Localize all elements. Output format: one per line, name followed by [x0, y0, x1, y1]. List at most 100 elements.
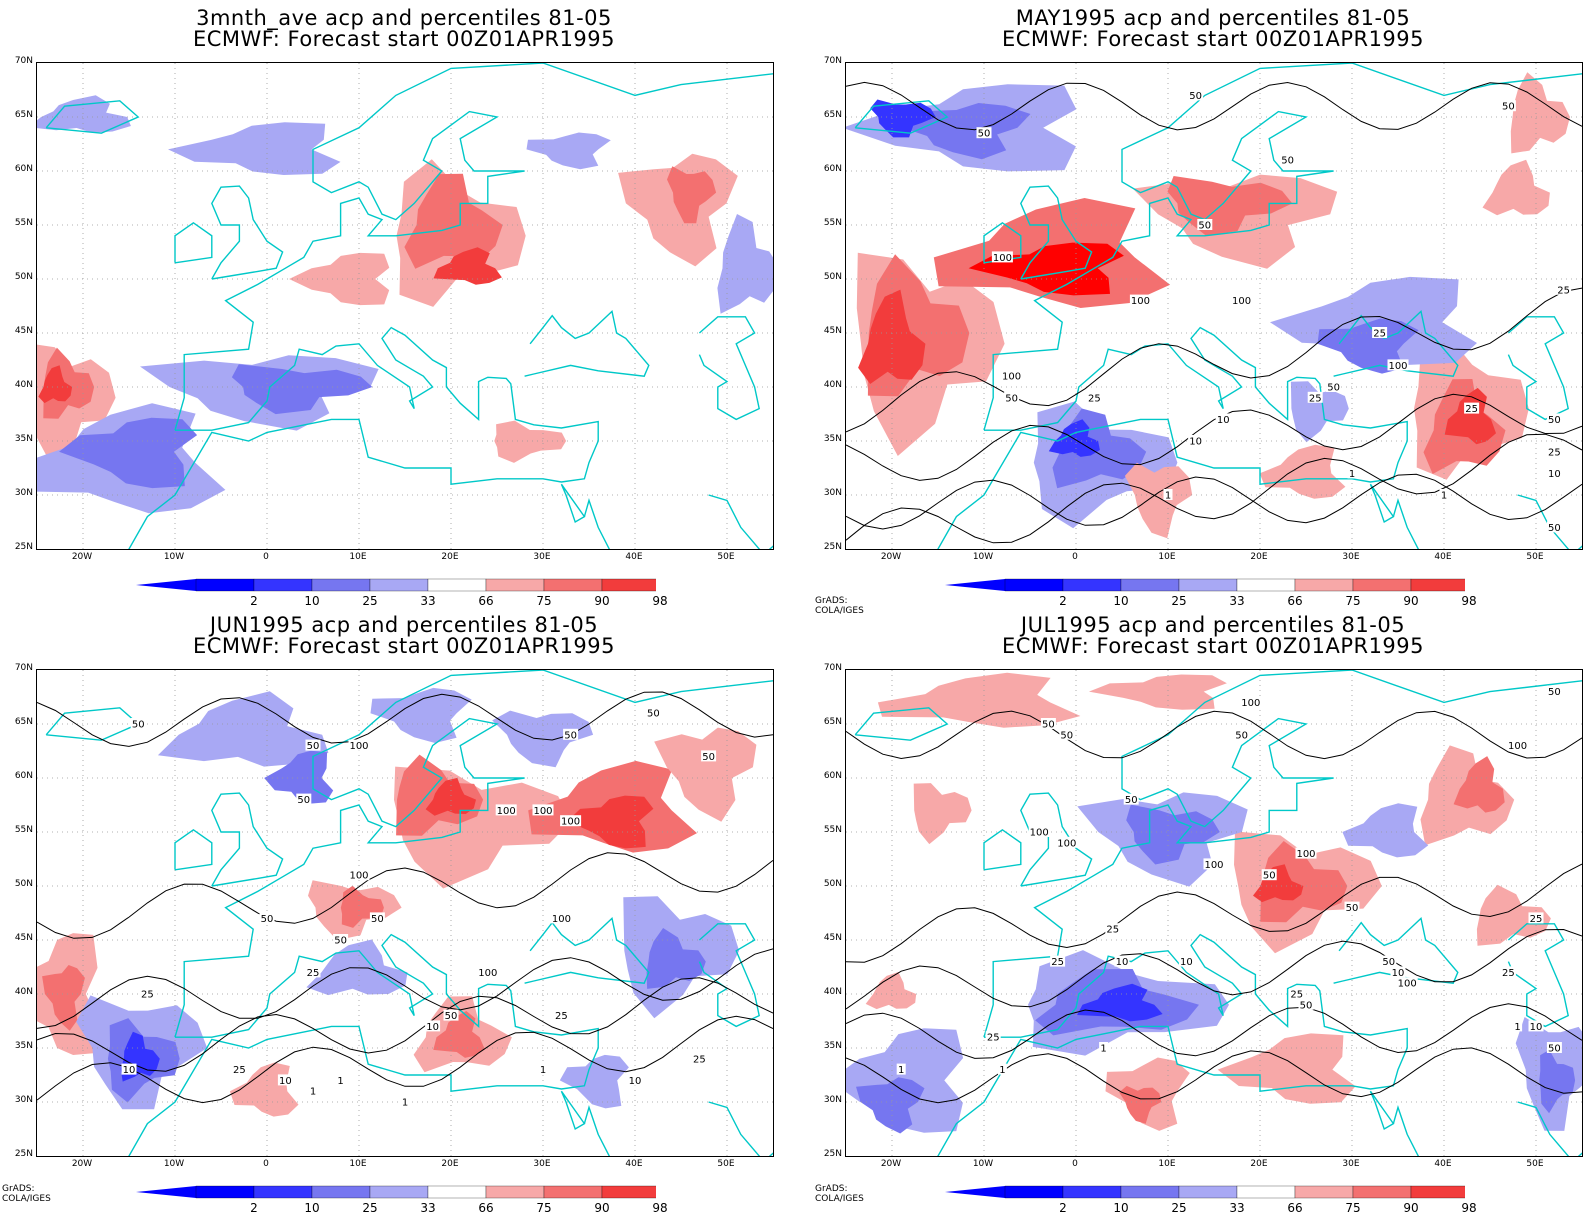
colorbar-segment: [1236, 1185, 1296, 1199]
contour-label: 50: [1280, 154, 1296, 167]
shaded-region: [1253, 864, 1304, 903]
svg-text:25: 25: [1373, 329, 1386, 340]
svg-text:50: 50: [1198, 221, 1211, 232]
shaded-region: [667, 166, 717, 224]
contour-label: 50: [1546, 413, 1562, 426]
svg-text:25: 25: [693, 1054, 706, 1065]
colorbar-label: 2: [250, 594, 258, 608]
contour-label: 50: [259, 912, 275, 925]
lat-tick-label: 40N: [14, 987, 33, 997]
shaded-region: [559, 1054, 629, 1109]
shaded-region: [1510, 72, 1570, 154]
shaded-region: [526, 132, 611, 170]
svg-text:50: 50: [1382, 957, 1395, 968]
svg-text:50: 50: [1548, 523, 1561, 534]
contour-label: 50: [1123, 793, 1139, 806]
colorbar-segment: [195, 1185, 255, 1199]
svg-text:50: 50: [1502, 102, 1515, 113]
colorbar-segment: [253, 1185, 313, 1199]
shaded-region: [1482, 159, 1550, 216]
coastline: [45, 707, 140, 741]
colorbar-label: 98: [1461, 594, 1477, 608]
contour-label: 10: [627, 1074, 643, 1087]
colorbar: [136, 577, 719, 597]
shaded-region: [646, 928, 706, 989]
contour-line: [37, 977, 773, 1072]
svg-text:100: 100: [1296, 849, 1315, 860]
lon-tick-label: 40E: [625, 552, 643, 562]
svg-text:100: 100: [1030, 828, 1049, 839]
coastline: [854, 100, 949, 134]
svg-text:10: 10: [123, 1065, 136, 1076]
svg-text:1: 1: [402, 1098, 408, 1109]
lat-tick-label: 25N: [823, 1149, 842, 1159]
map-area: 50 50 100 50 50 50 100 100 100 100 50 50 100 25 25 10 10…: [845, 669, 1583, 1157]
svg-text:50: 50: [297, 795, 310, 806]
colorbar-label: 25: [362, 1201, 378, 1215]
colorbar-label: 66: [1287, 1201, 1303, 1215]
contour-label: 100: [1203, 858, 1225, 871]
coastline: [583, 1105, 611, 1156]
lon-tick-label: 20W: [880, 1159, 902, 1169]
shaded-region: [404, 173, 503, 269]
contour-label: 10: [121, 1063, 137, 1076]
lat-tick-label: 35N: [14, 434, 33, 444]
contour-label: 1: [1163, 489, 1173, 502]
svg-text:100: 100: [1241, 698, 1260, 709]
colorbar: [945, 1184, 1528, 1204]
contour-label: 25: [1500, 966, 1516, 979]
contour-label: 100: [550, 912, 572, 925]
colorbar-label: 25: [1171, 1201, 1187, 1215]
contour-label: 50: [1040, 718, 1056, 731]
lat-tick-label: 30N: [823, 1095, 842, 1105]
contour-label: 10: [1215, 413, 1231, 426]
shaded-region: [1476, 884, 1551, 946]
shaded-region: [168, 122, 341, 175]
lat-tick-label: 70N: [14, 56, 33, 66]
contour-label: 100: [1396, 977, 1418, 990]
colorbar-segment: [543, 1185, 603, 1199]
colorbar-label: 10: [1113, 1201, 1129, 1215]
svg-text:50: 50: [1548, 415, 1561, 426]
contour-line: [846, 473, 1582, 530]
svg-text:50: 50: [334, 936, 347, 947]
svg-text:50: 50: [261, 914, 274, 925]
lon-tick-label: 10W: [972, 1159, 994, 1169]
svg-text:50: 50: [1548, 687, 1561, 698]
contour-label: 50: [1546, 521, 1562, 534]
coastline: [128, 933, 599, 1156]
lon-tick-label: 0: [1072, 552, 1078, 562]
coastline: [524, 917, 650, 984]
lon-tick-label: 20E: [1250, 1159, 1268, 1169]
lat-tick-label: 35N: [823, 434, 842, 444]
svg-text:25: 25: [987, 1033, 1000, 1044]
svg-text:50: 50: [702, 752, 715, 763]
contour-label: 50: [1188, 89, 1204, 102]
svg-text:1: 1: [1349, 469, 1355, 480]
contour-label: 25: [553, 1009, 569, 1022]
lon-tick-label: 30E: [1342, 1159, 1360, 1169]
lon-tick-label: 20W: [71, 1159, 93, 1169]
contour-label: 10: [1390, 966, 1406, 979]
lon-tick-label: 20W: [880, 552, 902, 562]
contour-label: 25: [1546, 445, 1562, 458]
svg-text:25: 25: [233, 1065, 246, 1076]
coastline: [583, 498, 611, 549]
colorbar-label: 75: [1345, 594, 1361, 608]
colorbar-label: 25: [1171, 594, 1187, 608]
contour-label: 100: [1231, 294, 1253, 307]
panel-title-line1: 3mnth_ave acp and percentiles 81-05: [196, 6, 612, 30]
contour-line: [846, 1003, 1582, 1059]
coastline: [698, 316, 761, 421]
contour-label: 100: [495, 804, 517, 817]
colorbar-segment: [1410, 578, 1470, 592]
contour-label: 100: [1028, 826, 1050, 839]
panel-title-line2: ECMWF: Forecast start 00Z01APR1995: [192, 27, 616, 51]
shaded-region: [1290, 381, 1349, 443]
svg-text:100: 100: [561, 817, 580, 828]
lat-tick-label: 45N: [14, 326, 33, 336]
contour-label: 25: [231, 1063, 247, 1076]
contour-label: 50: [1261, 869, 1277, 882]
contour-label: 1: [336, 1074, 346, 1087]
shaded-region: [289, 252, 390, 306]
